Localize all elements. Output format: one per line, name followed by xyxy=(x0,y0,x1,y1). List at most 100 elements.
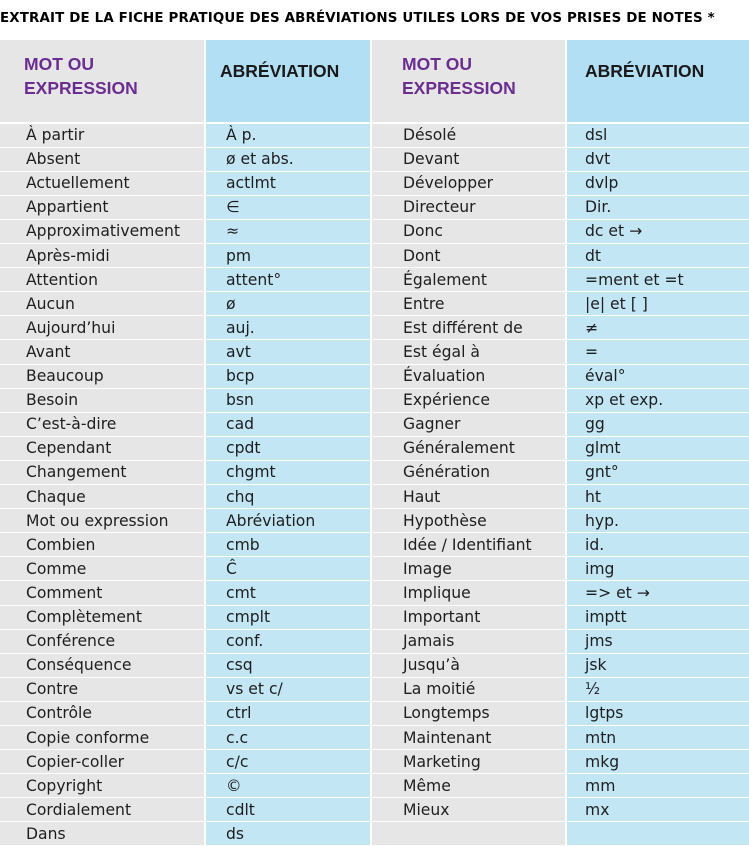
row-divider xyxy=(0,556,749,558)
row-divider xyxy=(0,604,749,606)
right-word-cell: Devant xyxy=(403,150,460,169)
left-abbr-cell: cmb xyxy=(226,535,260,554)
table-row: Aujourd’hui auj. Est différent de ≠ xyxy=(0,316,749,340)
right-word-cell: Également xyxy=(403,270,488,289)
right-word-cell: Génération xyxy=(403,463,490,482)
header-right-word-label: MOT OU EXPRESSION xyxy=(402,54,516,98)
abbreviation-table: MOT OU EXPRESSION ABRÉVIATION MOT OU EXP… xyxy=(0,40,749,845)
left-abbr-cell: bcp xyxy=(226,367,255,385)
table-row: Copie conforme c.c Maintenant mtn xyxy=(0,726,749,750)
left-word-cell: Contrôle xyxy=(26,704,92,723)
right-word-cell: Donc xyxy=(403,222,444,241)
row-divider xyxy=(0,267,749,269)
table-row: Copier-coller c/c Marketing mkg xyxy=(0,750,749,774)
right-abbr-cell: gnt° xyxy=(585,463,619,482)
right-abbr-cell: = xyxy=(585,342,599,361)
row-divider xyxy=(0,725,749,726)
left-abbr-cell: csq xyxy=(226,656,253,675)
right-abbr-cell: gg xyxy=(585,415,605,434)
row-divider xyxy=(0,532,749,534)
header-left-word: MOT OU EXPRESSION xyxy=(0,40,205,122)
row-divider xyxy=(0,773,749,775)
row-divider xyxy=(0,315,749,317)
right-abbr-cell: jms xyxy=(585,632,613,651)
table-row: Cordialement cdlt Mieux mx xyxy=(0,798,749,822)
right-word-cell: Entre xyxy=(403,294,445,313)
row-divider xyxy=(0,218,749,220)
table-row: Beaucoup bcp Évaluation éval° xyxy=(0,364,749,388)
table-row: C’est-à-dire cad Gagner gg xyxy=(0,412,749,436)
header-left-abbr: ABRÉVIATION xyxy=(205,40,371,122)
column-divider xyxy=(370,40,372,845)
right-word-cell: Même xyxy=(403,776,451,795)
table-row: Contre vs et c/La moitié ½ xyxy=(0,677,749,701)
right-abbr-cell: mkg xyxy=(585,752,620,771)
table-row: Conférence conf. Jamais jms xyxy=(0,629,749,653)
table-row: Aucun ø Entre |e| et [ ] xyxy=(0,292,749,316)
right-abbr-cell: img xyxy=(585,559,615,578)
left-abbr-cell: À p. xyxy=(226,126,257,144)
row-divider xyxy=(0,580,749,582)
row-divider xyxy=(0,700,749,702)
left-abbr-column xyxy=(205,40,371,845)
left-word-cell: Avant xyxy=(26,342,71,361)
table-row: Attention attent° Également =ment et =t xyxy=(0,268,749,292)
right-word-cell: Image xyxy=(403,559,452,578)
right-word-cell: Implique xyxy=(403,583,471,602)
header-right-abbr: ABRÉVIATION xyxy=(566,40,749,122)
right-word-cell: Gagner xyxy=(403,415,461,434)
left-word-cell: Complètement xyxy=(26,608,142,626)
left-word-cell: Approximativement xyxy=(26,222,180,241)
right-abbr-cell: Dir. xyxy=(585,198,612,217)
left-word-cell: Appartient xyxy=(26,198,109,217)
row-divider xyxy=(0,411,749,413)
right-abbr-cell: mx xyxy=(585,800,610,819)
left-word-cell: C’est-à-dire xyxy=(26,415,117,434)
table-row: Mot ou expression Abréviation Hypothèse hyp… xyxy=(0,509,749,533)
row-divider xyxy=(0,797,749,799)
row-divider xyxy=(0,652,749,654)
left-abbr-cell: c.c xyxy=(226,728,249,747)
left-abbr-cell: ∈ xyxy=(226,198,240,217)
left-word-cell: Conséquence xyxy=(26,656,132,675)
row-divider xyxy=(0,508,749,510)
right-abbr-cell: mtn xyxy=(585,728,617,747)
left-abbr-cell: Ĉ xyxy=(226,559,237,578)
left-abbr-cell: chq xyxy=(226,487,255,506)
right-word-cell: Évaluation xyxy=(403,367,486,385)
right-word-cell: Longtemps xyxy=(403,704,490,723)
row-divider xyxy=(0,749,749,751)
left-abbr-cell: cmt xyxy=(226,583,256,602)
left-word-cell: Cordialement xyxy=(26,800,132,819)
right-abbr-cell: ½ xyxy=(585,680,601,699)
left-word-cell: Après-midi xyxy=(26,246,110,265)
left-word-cell: À partir xyxy=(26,126,85,144)
right-word-cell: Idée / Identifiant xyxy=(403,535,532,554)
left-word-cell: Beaucoup xyxy=(26,367,104,385)
table-row: Comme Ĉ Image img xyxy=(0,557,749,581)
left-abbr-cell: chgmt xyxy=(226,463,276,482)
left-word-cell: Changement xyxy=(26,463,127,482)
left-abbr-cell: ctrl xyxy=(226,704,252,723)
table-row: Combien cmb Idée / Identifiant id. xyxy=(0,533,749,557)
right-abbr-cell: dc et → xyxy=(585,222,643,241)
left-word-cell: Combien xyxy=(26,535,96,554)
column-divider xyxy=(204,40,206,845)
right-word-cell: Mieux xyxy=(403,800,450,819)
left-word-cell: Mot ou expression xyxy=(26,511,169,530)
table-row: Après-midi pm Dont dt xyxy=(0,244,749,268)
table-row: Contrôle ctrl Longtemps lgtps xyxy=(0,701,749,725)
row-divider xyxy=(0,459,749,461)
right-abbr-cell: mm xyxy=(585,776,616,795)
right-word-cell: Maintenant xyxy=(403,728,492,747)
left-abbr-cell: attent° xyxy=(226,270,282,289)
table-row: Dans ds xyxy=(0,822,749,846)
left-abbr-cell: conf. xyxy=(226,632,264,651)
right-word-cell: Directeur xyxy=(403,198,476,217)
row-divider xyxy=(0,339,749,341)
left-word-cell: Attention xyxy=(26,270,98,289)
right-abbr-cell: => et → xyxy=(585,583,650,602)
table-row: Changement chgmt Génération gnt° xyxy=(0,460,749,484)
right-abbr-cell: xp et exp. xyxy=(585,391,664,410)
row-divider xyxy=(0,291,749,293)
